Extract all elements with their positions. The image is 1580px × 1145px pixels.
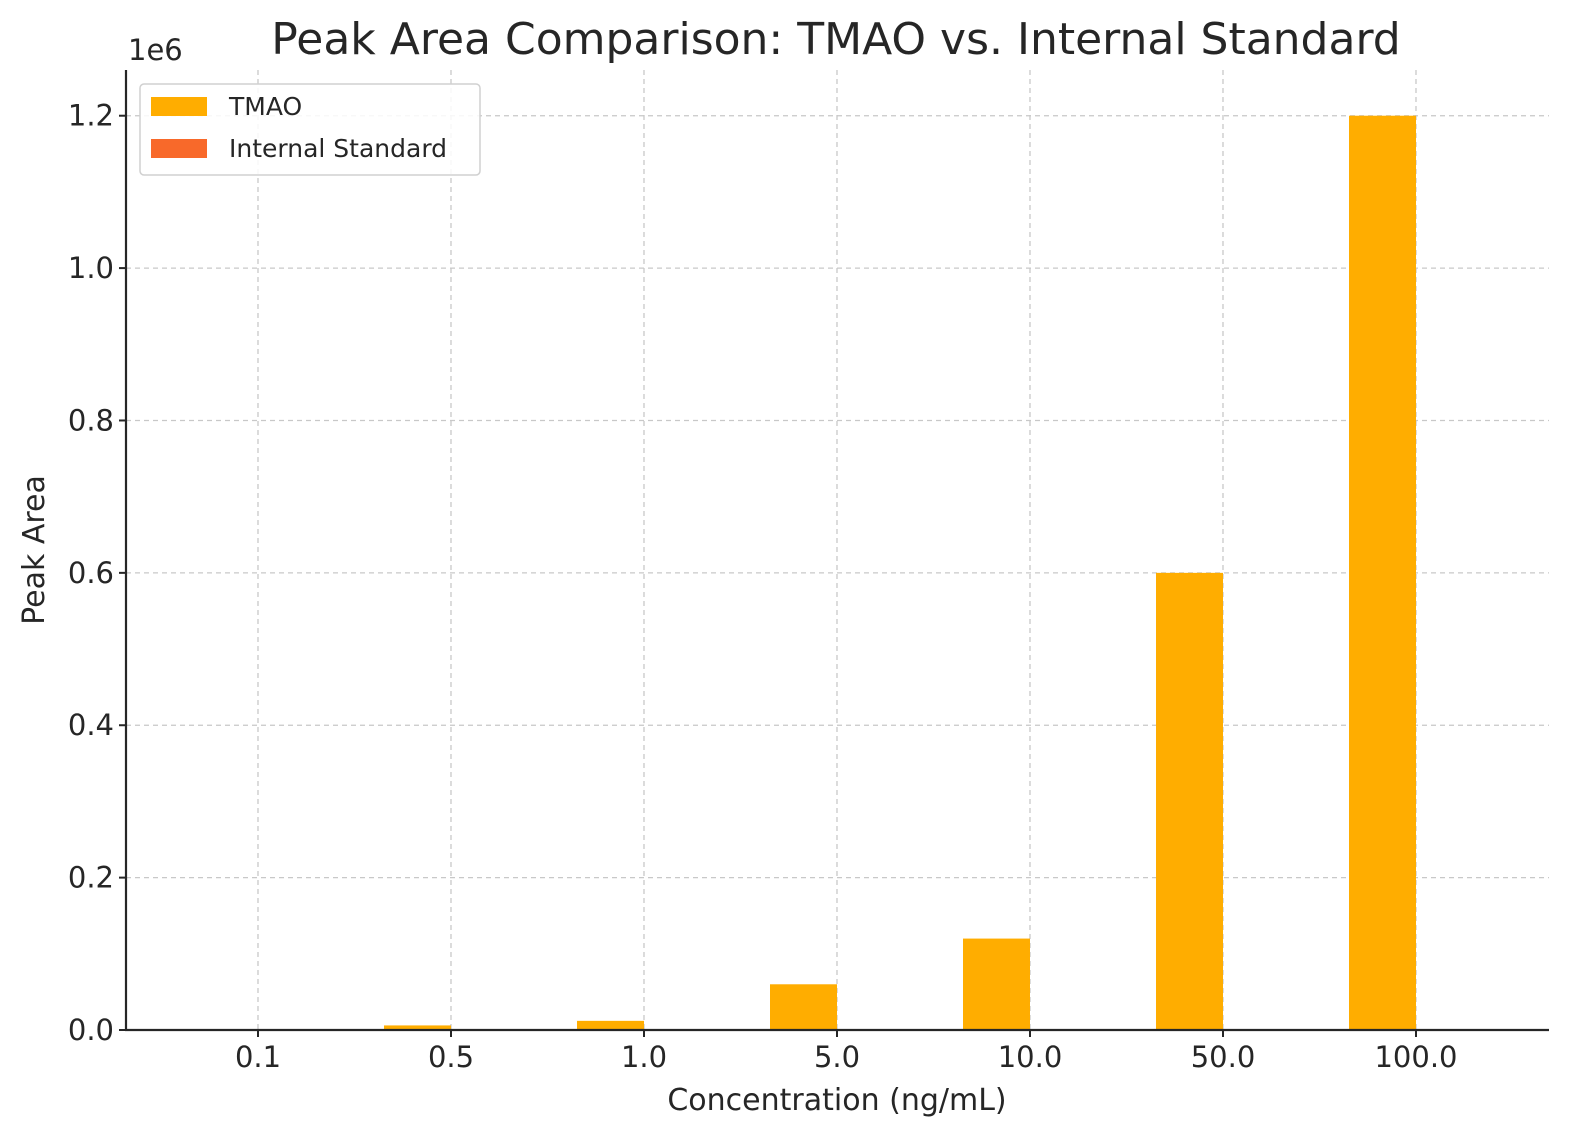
bar-tmao-4 (963, 938, 1030, 1030)
y-tick-label-2: 0.4 (68, 708, 114, 742)
y-tick-label-5: 1.0 (68, 251, 114, 285)
bar-tmao-1 (384, 1025, 451, 1030)
x-axis-label: Concentration (ng/mL) (667, 1083, 1006, 1118)
y-axis-offset-label: 1e6 (128, 33, 183, 67)
bars-group (191, 115, 1416, 1030)
bar-tmao-2 (577, 1020, 644, 1030)
x-tick-label-2: 1.0 (621, 1040, 667, 1074)
y-tick-label-0: 0.0 (68, 1013, 114, 1047)
legend-swatch-tmao (151, 97, 207, 116)
x-tick-label-5: 50.0 (1191, 1040, 1256, 1074)
bar-tmao-3 (770, 984, 837, 1030)
y-tick-label-1: 0.2 (68, 861, 114, 895)
legend-swatch-internal-standard (151, 139, 207, 158)
chart-title: Peak Area Comparison: TMAO vs. Internal … (271, 14, 1400, 65)
x-tick-label-3: 5.0 (814, 1040, 860, 1074)
y-tick-label-6: 1.2 (68, 99, 114, 133)
y-tick-label-3: 0.6 (68, 556, 114, 590)
legend-label-internal-standard: Internal Standard (229, 134, 447, 163)
bar-tmao-5 (1156, 572, 1223, 1030)
bar-tmao-6 (1349, 115, 1416, 1030)
x-tick-label-0: 0.1 (235, 1040, 281, 1074)
x-tick-label-6: 100.0 (1374, 1040, 1457, 1074)
grid-lines (126, 70, 1549, 1031)
y-axis-label: Peak Area (17, 475, 52, 625)
x-ticks: 0.1 0.5 1.0 5.0 10.0 50.0 100.0 (235, 1030, 1458, 1074)
legend-label-tmao: TMAO (228, 92, 302, 121)
x-tick-label-4: 10.0 (998, 1040, 1063, 1074)
legend-frame (139, 83, 481, 176)
legend: TMAO Internal Standard (139, 83, 481, 176)
y-tick-label-4: 0.8 (68, 403, 114, 437)
x-tick-label-1: 0.5 (428, 1040, 474, 1074)
y-ticks: 0.0 0.2 0.4 0.6 0.8 1.0 1.2 (68, 99, 126, 1047)
